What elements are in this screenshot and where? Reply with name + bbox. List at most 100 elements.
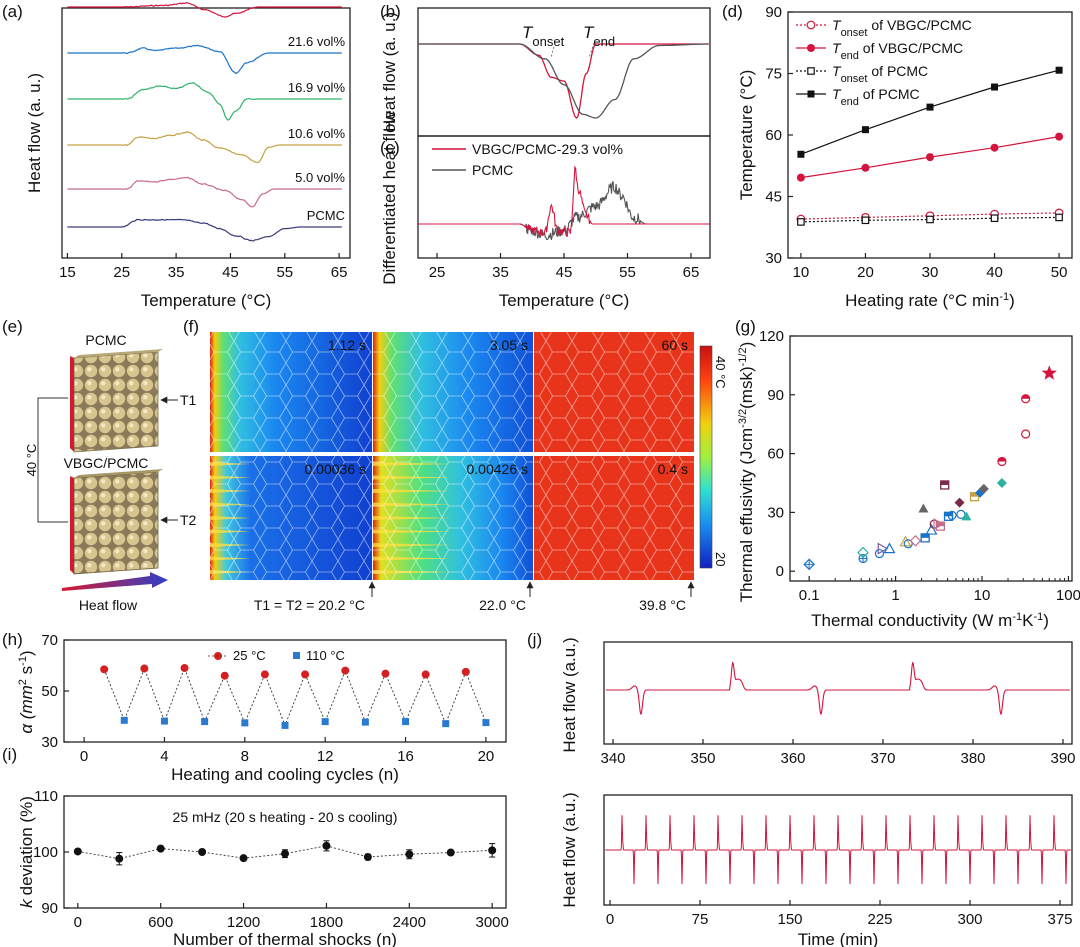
y-axis-label-i-main: deviation (%) — [17, 796, 36, 895]
point-g-3 — [874, 548, 885, 559]
y-axis-label-g-end: ) — [737, 342, 756, 348]
point-h-110 — [442, 720, 450, 728]
h-xtick-label: 4 — [160, 748, 168, 765]
c-xtick-label: 35 — [492, 264, 509, 281]
legend-label-c-gray: PCMC — [472, 162, 513, 178]
point-g-0 — [803, 558, 816, 571]
h-xtick-label: 20 — [478, 748, 495, 765]
colorbar — [699, 345, 713, 569]
j-bottom-xtick-label: 0 — [606, 911, 614, 928]
legend-label-d-0: Tonset of VBGC/PCMC — [832, 17, 972, 39]
x-axis-label-d-sup: -1 — [999, 291, 1009, 303]
point-d-2 — [1055, 213, 1063, 222]
y-axis-label-i: k deviation (%) — [17, 796, 36, 908]
x-axis-label-a: Temperature (°C) — [141, 291, 272, 310]
legend-label-h-110: 110 °C — [306, 648, 345, 663]
legend-label-d-rest: of PCMC — [867, 63, 928, 79]
sim-bottom-1-mesh — [210, 456, 372, 580]
d-xtick-label: 40 — [986, 264, 1003, 281]
panel-label-i: (i) — [2, 745, 17, 764]
j-bottom-xtick-label: 300 — [957, 911, 982, 928]
colorbar-min-label: 20 — [713, 552, 728, 566]
h-ytick-label: 70 — [41, 632, 58, 649]
series-a-4 — [67, 176, 342, 208]
j-bottom-xtick-label: 150 — [777, 911, 802, 928]
t-onset-sub: onset — [532, 34, 564, 49]
tick-group-j-top: 340 350 360 370 380 390 — [600, 739, 1076, 767]
x-axis-label-g-sup1: -1 — [1012, 611, 1022, 623]
x-axis-label-g-mid: K — [1022, 611, 1034, 630]
y-axis-label-h-end: ) — [17, 650, 36, 656]
j-bottom-xtick-label: 225 — [867, 911, 892, 928]
j-top-xtick-label: 380 — [960, 750, 985, 767]
tick-group-d: 10 20 30 40 50 30 45 60 75 90 — [765, 4, 1067, 281]
d-ytick-label: 60 — [765, 127, 782, 144]
point-d-1 — [861, 163, 870, 172]
point-h-25 — [260, 670, 269, 679]
h-xtick-label: 12 — [317, 748, 334, 765]
x-axis-label-h: Heating and cooling cycles (n) — [171, 765, 399, 784]
point-d-1 — [926, 153, 934, 162]
t-onset-pointer — [550, 42, 556, 59]
legend-label-d-rest: of VBGC/PCMC — [867, 17, 971, 33]
i-xtick-label: 3000 — [476, 914, 509, 931]
a-xtick-label: 65 — [331, 264, 348, 281]
x-axis-label-d-end: ) — [1009, 291, 1015, 310]
point-g-4 — [877, 542, 889, 555]
point-d-1 — [990, 143, 999, 152]
point-h-110 — [120, 716, 128, 724]
y-axis-label-c: Differentiated heat flow — [380, 110, 399, 284]
j-top-xtick-label: 390 — [1050, 750, 1075, 767]
plot-frame-a — [61, 7, 351, 259]
series-j-bottom — [605, 815, 1071, 885]
x-axis-label-c: Temperature (°C) — [499, 291, 630, 310]
point-g-23 — [978, 483, 989, 494]
i-ytick-label: 110 — [34, 788, 58, 805]
a-xtick-label: 25 — [113, 264, 130, 281]
panel-d: 10 20 30 40 50 30 45 60 75 90 Tonset of VBGC/PCMC… — [737, 4, 1073, 310]
y-axis-label-d: Temperature (°C) — [737, 70, 756, 201]
h-ytick-label: 30 — [41, 734, 58, 751]
point-h-110 — [361, 718, 369, 726]
point-i — [198, 848, 207, 856]
tick-group-i: 0 600 1200 1800 2400 3000 90 100 110 — [33, 788, 509, 931]
g-ytick-label: 60 — [767, 446, 784, 463]
sim-top-2-mesh — [373, 332, 533, 452]
y-axis-label-h: α (mm2 s-1) — [17, 650, 36, 733]
point-g-26 — [1021, 429, 1031, 439]
g-ytick-label: 90 — [767, 387, 784, 404]
c-xtick-label: 45 — [556, 264, 573, 281]
y-axis-label-g: Thermal effusivity (Jcm-3/2(msk)-1/2) — [737, 342, 756, 603]
vbgc-pcmc-label: VBGC/PCMC — [64, 455, 149, 471]
d-ytick-label: 45 — [765, 189, 782, 206]
g-xtick-label: 100 — [1056, 587, 1080, 604]
sim-bottom-2-time: 0.00426 s — [467, 461, 529, 477]
series-label-a-1: 21.6 vol% — [288, 34, 346, 49]
panel-label-h: (h) — [2, 630, 23, 649]
d-xtick-label: 20 — [857, 264, 874, 281]
y-axis-label-i-k: k — [17, 898, 36, 908]
panel-g: 0.1 1 10 100 0 30 60 90 120 Thermal effusivity (… — [737, 328, 1080, 630]
point-d-3 — [926, 103, 934, 111]
y-axis-label-b: Heat flow (a. u.) — [380, 12, 399, 132]
point-d-2 — [861, 216, 870, 225]
x-axis-label-g-sup2: -1 — [1033, 611, 1043, 623]
i-xtick-label: 1200 — [227, 914, 260, 931]
point-i — [239, 854, 248, 863]
point-i — [115, 854, 124, 863]
legend-label-d-sub: onset — [841, 73, 868, 85]
legend-label-c-red: VBGC/PCMC-29.3 vol% — [472, 141, 623, 157]
point-g-14-half — [936, 522, 945, 527]
vbgc-heater-edge — [70, 476, 74, 574]
y-axis-label-h-sup: 2 — [17, 679, 29, 685]
point-h-25 — [100, 665, 109, 674]
y-axis-label-j-bottom: Heat flow (a.u.) — [560, 792, 579, 907]
c-xtick-label: 65 — [683, 264, 700, 281]
d-xtick-label: 10 — [793, 264, 810, 281]
point-i — [405, 850, 414, 859]
point-g-1-cross — [859, 554, 868, 563]
sim-top-2: 3.05 s — [373, 332, 533, 452]
t-onset-label: Tonset — [522, 23, 565, 49]
x-axis-label-g: Thermal conductivity (W m-1K-1) — [811, 611, 1049, 630]
